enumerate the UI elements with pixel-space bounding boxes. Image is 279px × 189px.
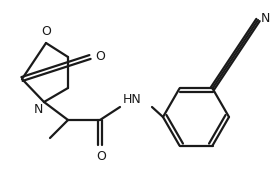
Text: N: N	[261, 12, 270, 26]
Text: N: N	[34, 103, 43, 116]
Text: O: O	[95, 50, 105, 63]
Text: HN: HN	[123, 93, 142, 106]
Text: O: O	[41, 25, 51, 38]
Text: O: O	[96, 150, 106, 163]
